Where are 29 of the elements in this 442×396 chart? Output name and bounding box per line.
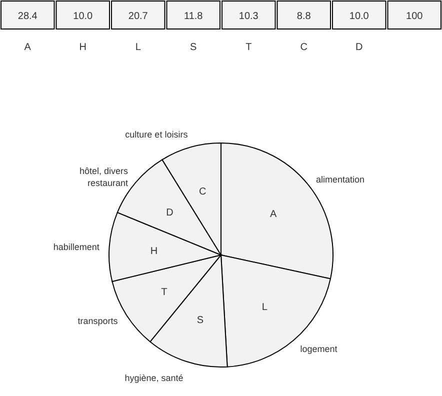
- text: culture et loisirs: [125, 130, 188, 140]
- data-label: 10.3: [238, 11, 259, 22]
- text: alimentation: [316, 174, 365, 184]
- data-label: 20.7: [128, 11, 148, 22]
- text: transports: [78, 316, 118, 326]
- data-label: 28.4: [18, 11, 38, 22]
- slice-label: T: [161, 286, 168, 298]
- category-label: L: [135, 42, 142, 53]
- category-label: A: [24, 42, 32, 53]
- category-label: T: [246, 42, 252, 53]
- slice-label: S: [196, 314, 204, 326]
- slice-label: C: [199, 186, 206, 198]
- data-label: 100: [406, 11, 424, 22]
- text: habillement: [53, 242, 100, 252]
- slice-label: L: [262, 302, 268, 314]
- data-label: 10.0: [73, 11, 94, 22]
- category-label: S: [190, 42, 198, 53]
- text: hôtel, divers restaurant: [79, 166, 128, 188]
- slice-label: D: [166, 208, 174, 219]
- category-label: C: [300, 42, 308, 53]
- category-label: H: [79, 42, 86, 53]
- data-label: 8.8: [296, 11, 312, 22]
- category-label: D: [356, 42, 363, 53]
- slice-label: H: [150, 246, 158, 257]
- data-label: 11.8: [184, 11, 204, 22]
- slice-label: A: [270, 208, 277, 220]
- text: logement: [300, 344, 338, 354]
- data-label: 10.0: [349, 11, 370, 22]
- text: hygiène, santé: [124, 373, 184, 384]
